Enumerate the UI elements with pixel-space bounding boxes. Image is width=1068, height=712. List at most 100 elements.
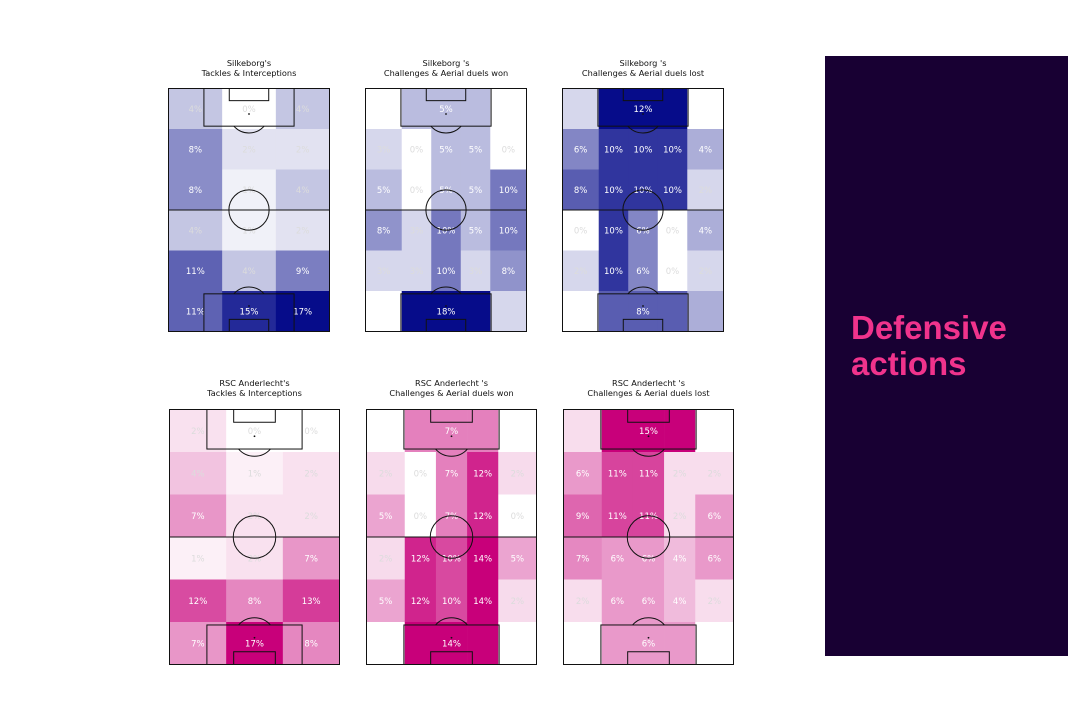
cell-label: 8% <box>502 267 516 277</box>
heatmap-cell <box>365 291 403 332</box>
cell-label: 12% <box>473 469 492 479</box>
heatmap-cell <box>601 409 634 453</box>
goal-box-bottom <box>228 318 270 333</box>
heatmap-cell <box>632 409 665 453</box>
cell-label: 2% <box>673 512 687 522</box>
heatmap-cell <box>563 409 603 453</box>
cell-label: 9% <box>296 267 310 277</box>
cell-label: 0% <box>410 186 424 196</box>
goal-box-top <box>228 88 270 102</box>
heatmap-cell <box>275 88 330 130</box>
heatmap-cell <box>664 409 696 453</box>
heatmap-cell <box>401 129 432 170</box>
cell-label: 1% <box>242 226 256 236</box>
pitch-panel-anderlecht-duels-won: RSC Anderlecht 's Challenges & Aerial du… <box>366 378 537 666</box>
goal-box-top <box>233 409 276 423</box>
penalty-spot-top <box>253 435 256 438</box>
penalty-arc-top <box>627 125 659 134</box>
penalty-spot-bottom <box>642 305 644 307</box>
heatmap-cell <box>282 579 340 623</box>
cell-label: 2% <box>379 554 393 564</box>
goal-box-bottom <box>425 318 467 333</box>
cell-label: 0% <box>666 226 680 236</box>
center-circle <box>232 515 277 559</box>
cell-label: 0% <box>242 105 256 115</box>
penalty-spot-bottom <box>248 305 250 307</box>
heatmap-cell <box>366 452 406 495</box>
cell-label: 10% <box>634 186 653 196</box>
cell-label: 17% <box>293 307 312 317</box>
cell-label: 2% <box>511 597 525 607</box>
cell-label: 3% <box>377 145 391 155</box>
heatmap-cell <box>222 88 277 130</box>
heatmap-cell <box>562 129 600 170</box>
penalty-spot-bottom <box>647 636 650 639</box>
chart-title: Silkeborg 's Challenges & Aerial duels w… <box>383 58 509 78</box>
cell-label: 5% <box>439 186 453 196</box>
cell-label: 6% <box>642 597 656 607</box>
cell-label: 4% <box>296 105 310 115</box>
heatmap-cell <box>366 494 406 538</box>
heatmap-cell <box>695 622 734 665</box>
penalty-arc-top <box>430 125 462 134</box>
penalty-arc-bottom <box>435 617 468 626</box>
cell-label: 11% <box>608 469 627 479</box>
heatmap-cell <box>695 579 734 623</box>
heatmap-cell <box>562 291 600 332</box>
cell-label: 2% <box>576 597 590 607</box>
heatmap-cell <box>404 452 437 495</box>
penalty-spot-bottom <box>450 636 453 639</box>
heatmap-cell <box>275 169 330 211</box>
chart-title: RSC Anderlecht 's Challenges & Aerial du… <box>389 378 514 398</box>
heatmap-cell <box>226 452 284 495</box>
cell-label: 10% <box>499 226 518 236</box>
heatmap-cell <box>498 537 537 580</box>
cell-label: 0% <box>666 267 680 277</box>
heatmap-cell <box>490 129 527 170</box>
cell-label: 2% <box>242 145 256 155</box>
chart-title: RSC Anderlecht's Tackles & Interceptions <box>207 378 302 398</box>
heatmap-cell <box>490 169 527 211</box>
penalty-spot-top <box>248 113 250 115</box>
cell-label: 10% <box>604 267 623 277</box>
heatmap-cell <box>467 452 499 495</box>
cell-label: 0% <box>574 226 588 236</box>
heatmap-cell <box>490 250 527 292</box>
cell-label: 10% <box>442 554 461 564</box>
cell-label: 8% <box>636 307 650 317</box>
cell-label: 3% <box>469 267 483 277</box>
cell-label: 6% <box>708 512 722 522</box>
cell-label: 10% <box>437 226 456 236</box>
penalty-spot-top <box>642 113 644 115</box>
chart-title: RSC Anderlecht 's Challenges & Aerial du… <box>587 378 710 398</box>
cell-label: 6% <box>636 226 650 236</box>
pitch-panel-silkeborg-duels-won: Silkeborg 's Challenges & Aerial duels w… <box>365 58 527 333</box>
heatmap-cell <box>632 579 665 623</box>
heatmap-cell <box>275 210 330 251</box>
heatmap-cell <box>632 622 665 665</box>
heatmap-cell <box>435 579 468 623</box>
heatmap-cell <box>563 537 603 580</box>
cell-label: 4% <box>189 105 203 115</box>
cell-label: 4% <box>673 597 687 607</box>
penalty-spot-top <box>647 435 650 438</box>
heatmap-cell <box>498 452 537 495</box>
heatmap-cell <box>598 291 629 332</box>
heatmap-cell <box>498 579 537 623</box>
pitch-panel-silkeborg-tackles: Silkeborg's Tackles & Interceptions 4% 0%… <box>168 58 330 333</box>
cell-label: 2% <box>191 427 205 437</box>
center-circle <box>425 189 467 231</box>
heatmap-cell <box>467 409 499 453</box>
cell-label: 3% <box>377 267 391 277</box>
heatmap-cell <box>628 129 659 170</box>
cell-label: 0% <box>511 512 525 522</box>
pitch-panel-anderlecht-duels-lost: RSC Anderlecht 's Challenges & Aerial du… <box>563 378 734 666</box>
cell-label: 10% <box>663 145 682 155</box>
cell-label: 3% <box>410 267 424 277</box>
cell-label: 2% <box>699 267 713 277</box>
pitch-heatmap: 4% 0% 4% 8% 2% 2% 8% 1% 4% 4% 1% 2% 11% 4% 9% 11% 15% 17% <box>168 88 330 333</box>
cell-label: 12% <box>188 597 207 607</box>
goal-box-bottom <box>233 651 276 665</box>
heatmap-cell <box>282 622 340 665</box>
heatmap-cell <box>404 579 437 623</box>
